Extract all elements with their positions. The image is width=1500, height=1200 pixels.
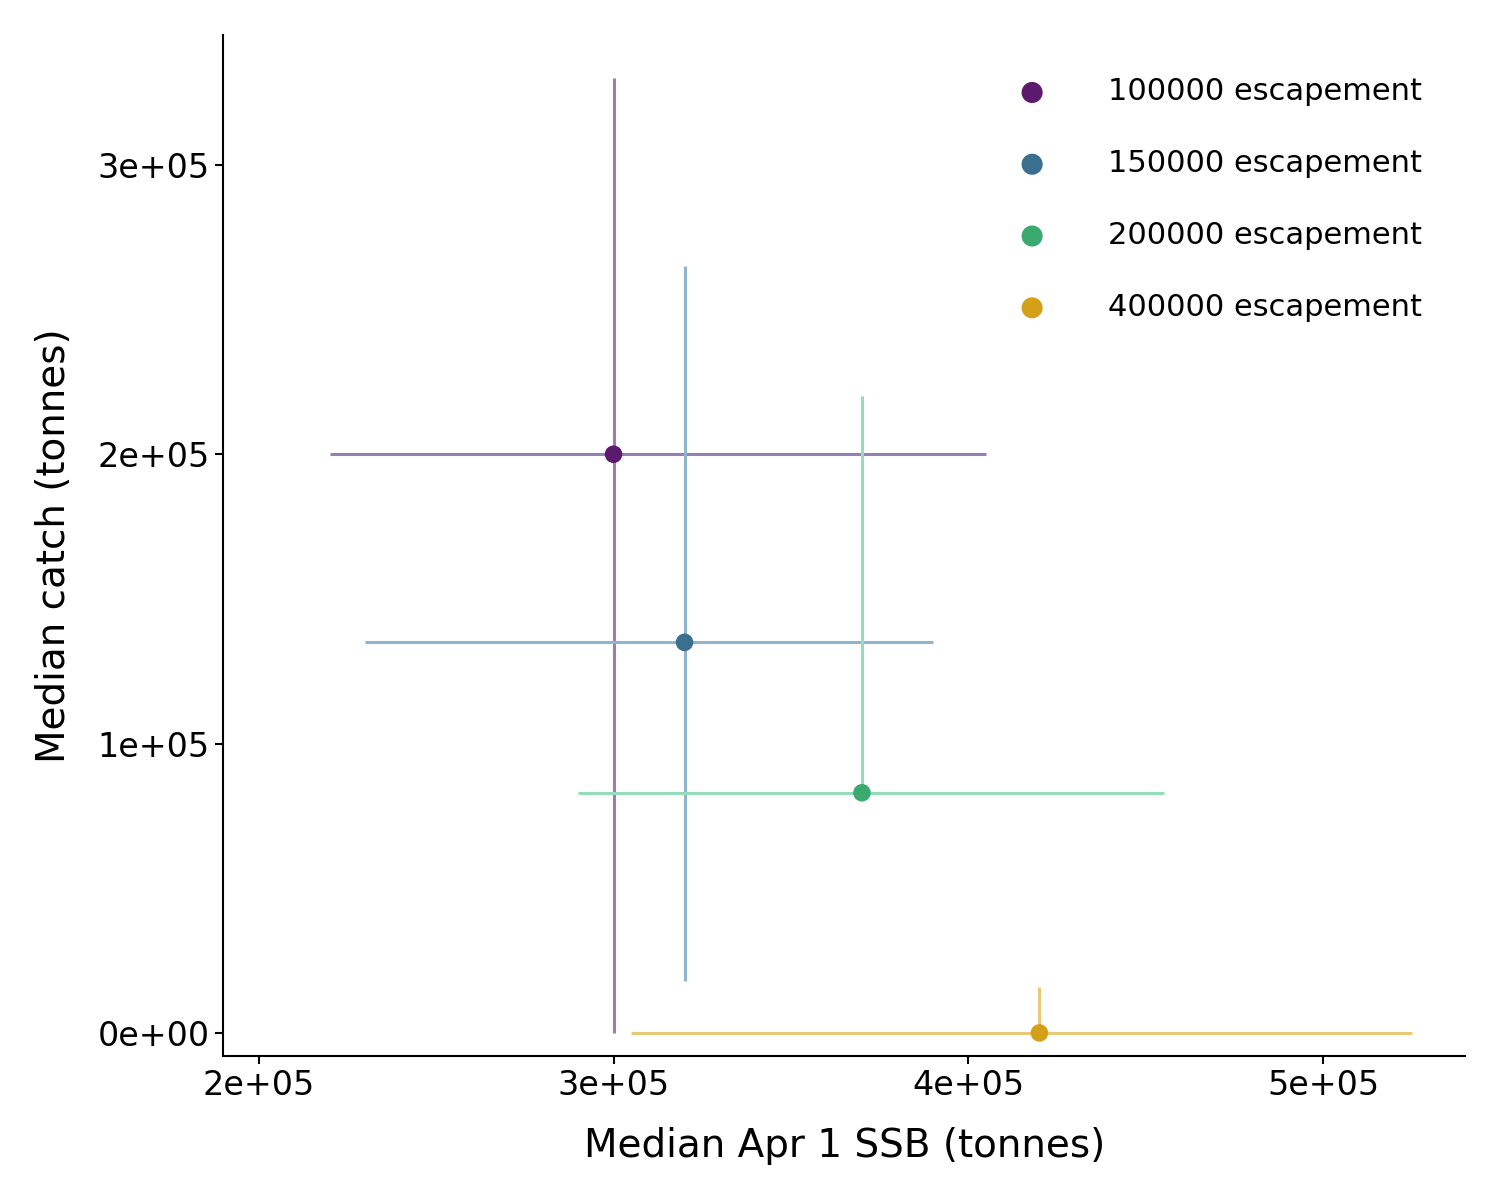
Point	[672, 632, 696, 652]
Point	[602, 445, 625, 464]
Point	[850, 784, 874, 803]
Point	[1028, 1024, 1051, 1043]
Legend: 100000 escapement, 150000 escapement, 200000 escapement, 400000 escapement: 100000 escapement, 150000 escapement, 20…	[990, 65, 1434, 334]
X-axis label: Median Apr 1 SSB (tonnes): Median Apr 1 SSB (tonnes)	[584, 1127, 1106, 1165]
Y-axis label: Median catch (tonnes): Median catch (tonnes)	[34, 328, 72, 763]
